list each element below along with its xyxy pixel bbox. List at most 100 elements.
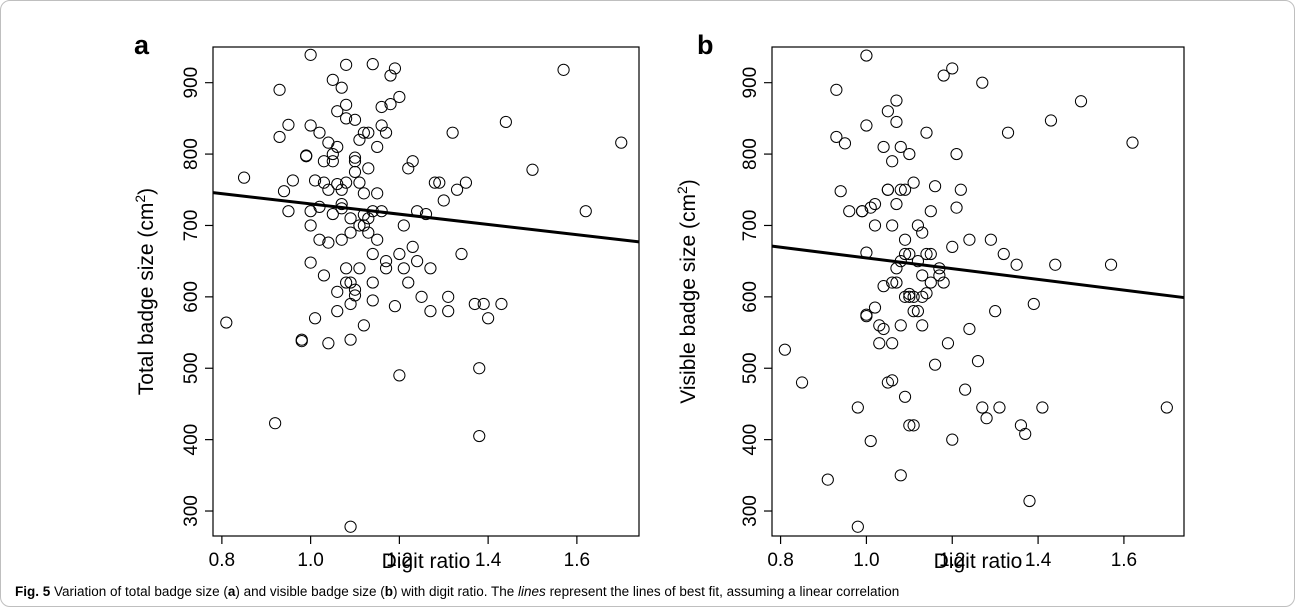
point-b-59 (920, 287, 933, 300)
point-b-49 (907, 419, 920, 432)
point-a-36 (335, 197, 348, 211)
x-tick-label-a-2: 1.2 (386, 550, 412, 571)
point-b-34 (890, 94, 903, 107)
point-a-80 (384, 69, 397, 82)
point-b-45 (903, 247, 916, 261)
point-b-48 (907, 290, 920, 303)
point-a-6 (282, 118, 295, 131)
point-a-25 (322, 236, 335, 249)
point-a-55 (353, 176, 366, 189)
point-a-71 (371, 187, 384, 200)
point-a-66 (366, 58, 379, 71)
point-b-51 (911, 219, 925, 232)
point-a-99 (433, 176, 446, 189)
y-tick-label-b-4: 700 (740, 210, 761, 242)
caption-lead: Fig. 5 (15, 584, 51, 599)
point-b-4 (830, 130, 843, 144)
point-b-73 (950, 201, 963, 214)
x-axis-label-b: Digit ratio (934, 550, 1023, 573)
point-a-70 (371, 140, 384, 154)
point-a-62 (362, 162, 375, 175)
point-a-116 (579, 205, 592, 218)
panel-a-chart: a 0.8 1.0 1.2 1.4 1.6 300 400 500 600 700 800 900 Dig… (132, 30, 640, 573)
point-b-58 (920, 247, 933, 261)
point-b-55 (916, 290, 929, 303)
point-b-12 (860, 119, 873, 132)
point-b-18 (868, 197, 882, 211)
point-b-99 (856, 205, 869, 218)
point-a-96 (424, 305, 437, 318)
point-a-87 (397, 219, 410, 232)
point-a-50 (348, 113, 362, 126)
point-a-26 (322, 337, 335, 350)
point-b-16 (864, 201, 877, 214)
point-a-37 (335, 183, 348, 196)
point-b-24 (881, 105, 894, 118)
point-b-98 (1160, 401, 1173, 414)
point-b-20 (873, 319, 886, 332)
point-a-100 (437, 194, 450, 207)
point-a-77 (379, 126, 393, 139)
point-b-89 (1019, 427, 1032, 441)
point-a-114 (526, 163, 539, 176)
point-a-115 (557, 63, 570, 76)
point-b-100 (868, 219, 882, 232)
y-tick-label-b-6: 900 (740, 67, 761, 99)
point-a-23 (322, 136, 335, 149)
y-tick-label-b-5: 800 (740, 138, 761, 170)
x-tick-label-a-1: 1.0 (297, 550, 323, 571)
point-b-8 (851, 401, 864, 414)
point-b-3 (830, 83, 843, 96)
point-a-56 (353, 219, 366, 232)
point-b-101 (881, 183, 894, 196)
y-tick-label-b-0: 300 (740, 495, 761, 527)
point-b-106 (924, 247, 937, 261)
points-a (220, 48, 628, 533)
point-b-28 (886, 276, 899, 289)
point-a-119 (344, 520, 357, 533)
point-a-31 (331, 305, 344, 318)
point-a-57 (353, 262, 366, 275)
point-b-93 (1044, 114, 1058, 127)
point-b-94 (1049, 258, 1062, 271)
point-a-1 (237, 171, 251, 184)
point-a-109 (473, 429, 486, 443)
plot-box-a (212, 46, 640, 537)
point-a-98 (428, 176, 441, 189)
panel-letter-a: a (134, 30, 150, 60)
point-b-21 (877, 140, 890, 154)
point-b-87 (1010, 258, 1023, 271)
point-b-62 (928, 180, 942, 193)
point-a-27 (326, 207, 339, 221)
point-b-39 (894, 469, 907, 482)
y-tick-label-a-1: 400 (181, 424, 202, 456)
point-a-51 (348, 151, 362, 164)
point-b-54 (916, 226, 929, 239)
point-b-7 (843, 205, 856, 218)
point-a-85 (393, 90, 406, 104)
point-a-79 (384, 98, 397, 111)
point-a-68 (366, 247, 379, 261)
point-a-5 (277, 185, 291, 198)
point-b-23 (877, 280, 890, 293)
caption-italic-lines: lines (518, 584, 546, 599)
point-b-86 (1001, 126, 1015, 139)
point-b-85 (997, 247, 1010, 261)
point-a-15 (304, 256, 317, 269)
point-a-93 (411, 255, 424, 268)
point-b-95 (1074, 95, 1088, 108)
x-tick-label-b-2: 1.2 (939, 550, 965, 571)
point-b-27 (886, 219, 899, 232)
point-a-113 (499, 115, 512, 129)
x-tick-label-b-4: 1.6 (1111, 550, 1137, 571)
point-a-73 (375, 100, 388, 114)
point-b-75 (959, 383, 972, 396)
fit-line-a (212, 191, 640, 244)
point-a-22 (317, 155, 331, 168)
point-a-40 (340, 176, 353, 189)
point-a-120 (357, 126, 370, 139)
x-axis-label-a: Digit ratio (382, 550, 471, 573)
x-tick-label-b-3: 1.4 (1025, 550, 1052, 571)
point-a-24 (322, 183, 335, 196)
y-tick-label-a-2: 500 (181, 352, 202, 384)
